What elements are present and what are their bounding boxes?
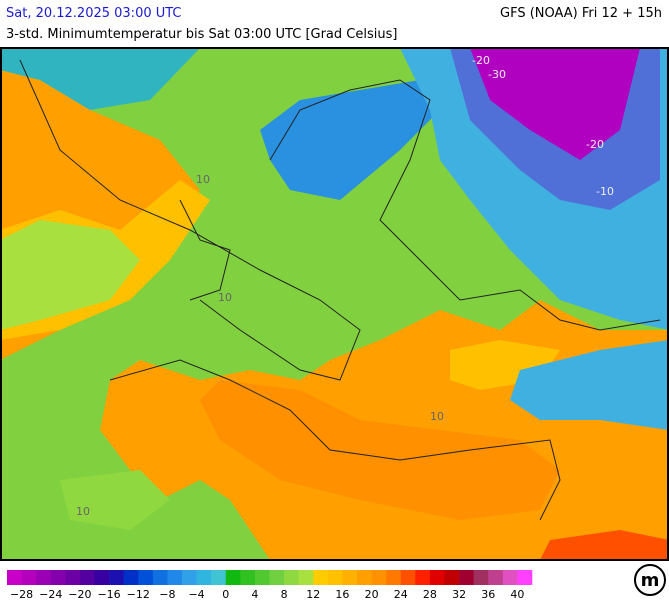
contour-label: 10 [218,291,232,304]
colorbar-label: 28 [423,588,437,600]
color-swatch [488,570,504,585]
colorbar-label: −12 [127,588,150,600]
colorbar-label: 20 [365,588,379,600]
color-swatch [415,570,431,585]
color-swatch [269,570,285,585]
colorbar: −28 −24 −20 −16 −12 −8 −4 0 4 8 12 16 20 24 28 32 36 40 [7,570,533,600]
color-swatch [196,570,212,585]
color-swatch [36,570,52,585]
color-swatch [502,570,518,585]
colorbar-label: −28 [10,588,33,600]
color-swatch [182,570,197,585]
colorbar-label: −4 [188,588,204,600]
color-swatch [167,570,183,585]
logo-circle [634,564,666,596]
color-swatch [386,570,402,585]
color-swatch [371,570,387,585]
contour-label: -10 [596,185,614,198]
color-swatch [65,570,81,585]
colorbar-label: 0 [222,588,229,600]
color-swatch [342,570,358,585]
colorbar-label: 8 [281,588,288,600]
contour-label: 10 [430,410,444,423]
colorbar-label: 24 [394,588,408,600]
color-swatch [211,570,227,585]
color-swatch [50,570,66,585]
color-swatch [313,570,329,585]
subtitle: 3-std. Minimumtemperatur bis Sat 03:00 U… [6,27,398,42]
colorbar-label: 12 [306,588,320,600]
color-swatch [357,570,372,585]
colorbar-label: −8 [159,588,175,600]
contour-label: -20 [472,54,490,67]
colorbar-label: 4 [251,588,258,600]
temperature-field [1,48,668,560]
colorbar-label: −24 [39,588,62,600]
color-swatch [79,570,95,585]
color-swatch [473,570,489,585]
color-swatch [327,570,343,585]
contour-label: -30 [488,68,506,81]
color-swatch [459,570,474,585]
model-label: GFS (NOAA) Fri 12 + 15h [500,6,662,21]
color-swatch [284,570,299,585]
color-swatch [240,570,256,585]
colorbar-label: −16 [97,588,120,600]
contour-label: -20 [586,138,604,151]
color-swatch [429,570,445,585]
color-swatch [517,570,533,585]
color-swatch [21,570,37,585]
map-frame [0,47,669,561]
colorbar-label: 36 [481,588,495,600]
color-swatch [94,570,110,585]
colorbar-label: 40 [510,588,524,600]
logo: m [641,570,660,591]
color-swatch [7,570,22,585]
colorbar-label: 32 [452,588,466,600]
color-swatch [444,570,460,585]
colorbar-label: −20 [68,588,91,600]
contour-label: 10 [76,505,90,518]
color-swatch [298,570,314,585]
color-swatch [400,570,416,585]
color-swatch [109,570,124,585]
color-swatch [225,570,241,585]
color-swatch [138,570,154,585]
color-swatch [123,570,139,585]
color-swatch [254,570,270,585]
contour-label: 10 [196,173,210,186]
colorbar-label: 16 [335,588,349,600]
date-label: Sat, 20.12.2025 03:00 UTC [6,6,182,21]
color-swatch [152,570,168,585]
